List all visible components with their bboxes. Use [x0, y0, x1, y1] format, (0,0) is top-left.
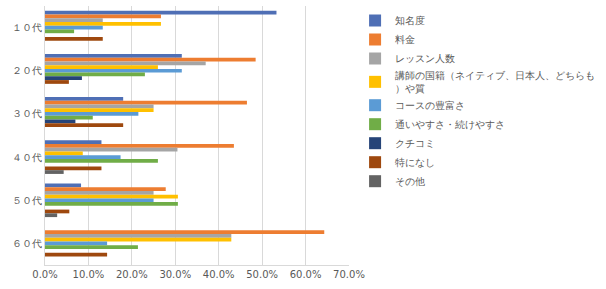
svg-text:40.0%: 40.0% [203, 269, 235, 280]
svg-text:コースの豊富さ: コースの豊富さ [395, 100, 465, 111]
svg-text:料金: 料金 [395, 34, 415, 45]
svg-text:10.0%: 10.0% [73, 269, 105, 280]
svg-text:通いやすさ・続けやすさ: 通いやすさ・続けやすさ [395, 119, 505, 130]
svg-text:50.0%: 50.0% [246, 269, 278, 280]
svg-text:特になし: 特になし [395, 157, 435, 168]
svg-text:５０代: ５０代 [12, 195, 42, 206]
svg-text:４０代: ４０代 [12, 152, 42, 163]
svg-text:講師の国籍（ネイティブ、日本人、どちらも）や質: 講師の国籍（ネイティブ、日本人、どちらも）や質 [395, 70, 595, 93]
svg-text:知名度: 知名度 [395, 15, 425, 26]
svg-text:レッスン人数: レッスン人数 [395, 53, 455, 64]
svg-text:60.0%: 60.0% [290, 269, 322, 280]
svg-text:３０代: ３０代 [12, 108, 42, 119]
svg-text:その他: その他 [395, 176, 425, 187]
svg-text:６０代: ６０代 [12, 238, 42, 249]
svg-text:２０代: ２０代 [12, 65, 42, 76]
svg-text:１０代: １０代 [12, 22, 42, 33]
svg-text:30.0%: 30.0% [159, 269, 191, 280]
svg-text:70.0%: 70.0% [333, 269, 365, 280]
svg-text:20.0%: 20.0% [116, 269, 148, 280]
svg-text:クチコミ: クチコミ [395, 138, 435, 149]
svg-text:0.0%: 0.0% [32, 269, 57, 280]
